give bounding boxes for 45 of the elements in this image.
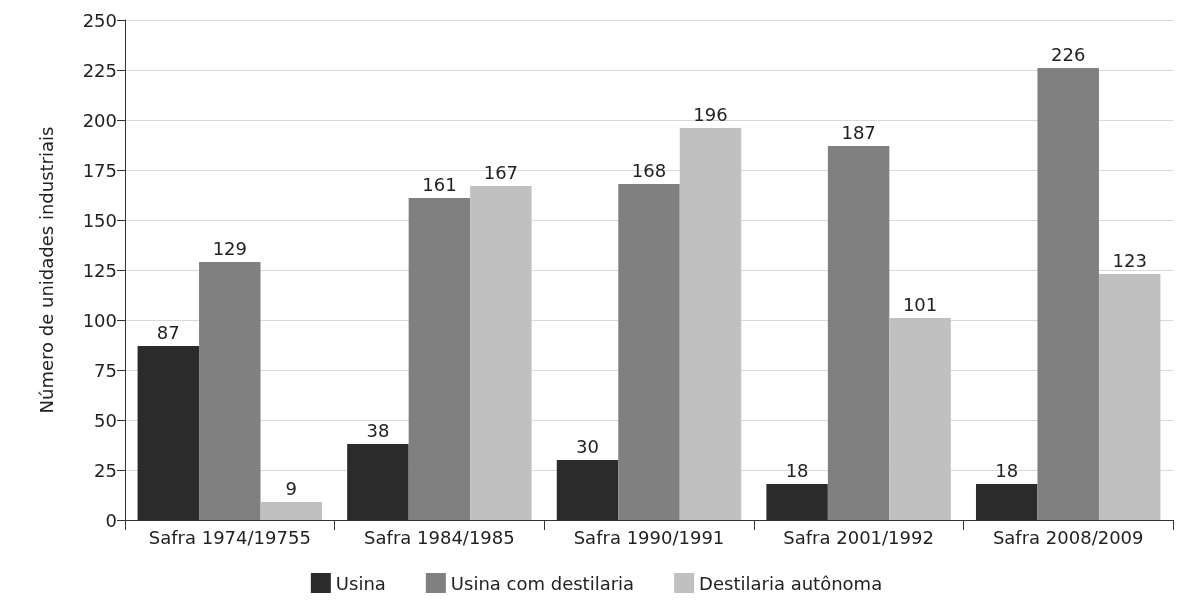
y-tick-label: 25 — [94, 459, 117, 481]
y-tick-label: 0 — [105, 509, 117, 531]
y-axis-title: Número de unidades industriais — [35, 126, 57, 414]
data-label: 9 — [285, 477, 298, 499]
legend-label: Usina com destilaria — [450, 572, 635, 594]
bar — [1037, 68, 1099, 520]
y-tick-label: 100 — [82, 309, 117, 331]
x-tick-label: Safra 2001/1992 — [783, 526, 934, 548]
y-tick-label: 175 — [82, 159, 117, 181]
data-label: 101 — [902, 293, 938, 315]
bar — [679, 128, 742, 520]
data-label: 38 — [366, 419, 390, 441]
y-tick-label: 250 — [82, 9, 117, 31]
y-tick-label: 150 — [82, 209, 117, 231]
bar — [1098, 274, 1161, 520]
data-label: 18 — [995, 459, 1019, 481]
data-label: 167 — [483, 161, 519, 183]
bar — [889, 318, 951, 520]
y-tick-label: 125 — [82, 259, 117, 281]
data-label: 226 — [1051, 43, 1086, 65]
y-tick-label: 225 — [82, 59, 117, 81]
y-tick-label: 200 — [82, 109, 117, 131]
y-tick-label: 50 — [94, 409, 117, 431]
bar — [827, 146, 890, 520]
legend-label: Destilaria autônoma — [699, 572, 883, 594]
bar — [408, 198, 471, 520]
x-tick-label: Safra 1974/19755 — [148, 526, 311, 548]
data-label: 168 — [631, 159, 667, 181]
data-label: 161 — [422, 173, 457, 195]
data-label: 187 — [841, 121, 876, 143]
x-tick-label: Safra 1984/1985 — [364, 526, 515, 548]
bar — [199, 262, 261, 520]
legend-label: Usina — [335, 572, 386, 594]
data-label: 196 — [693, 103, 728, 125]
data-label: 18 — [785, 459, 809, 481]
bar — [260, 502, 323, 520]
x-tick-label: Safra 2008/2009 — [992, 526, 1144, 548]
data-label: 129 — [212, 237, 247, 259]
x-tick-label: Safra 1990/1991 — [573, 526, 725, 548]
y-tick-label: 75 — [94, 359, 117, 381]
data-label: 123 — [1112, 249, 1147, 271]
data-label: 30 — [576, 435, 599, 457]
bar — [618, 184, 680, 520]
data-label: 87 — [156, 321, 180, 343]
bar — [470, 186, 532, 520]
